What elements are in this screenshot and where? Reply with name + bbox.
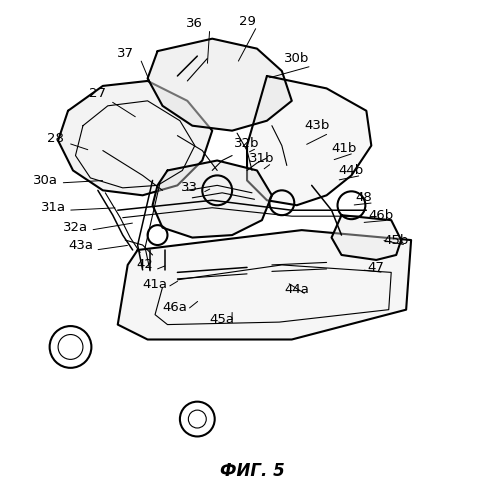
Text: 44b: 44b — [339, 164, 364, 177]
Polygon shape — [247, 76, 371, 205]
Text: 30b: 30b — [284, 52, 309, 65]
Polygon shape — [118, 230, 411, 340]
Text: 37: 37 — [117, 47, 134, 60]
Text: 48: 48 — [355, 192, 372, 204]
Text: 43b: 43b — [304, 119, 329, 132]
Polygon shape — [332, 215, 401, 260]
Text: 28: 28 — [47, 132, 64, 144]
Text: 47: 47 — [368, 261, 385, 274]
Text: 31b: 31b — [249, 152, 275, 164]
Polygon shape — [58, 81, 212, 196]
Text: ФИГ. 5: ФИГ. 5 — [220, 462, 284, 480]
Text: 42: 42 — [137, 258, 154, 272]
Text: 43a: 43a — [68, 238, 93, 252]
Polygon shape — [153, 160, 272, 238]
Text: 45b: 45b — [384, 234, 409, 246]
Text: 27: 27 — [89, 87, 106, 100]
Text: 30a: 30a — [33, 174, 58, 187]
Text: 44a: 44a — [284, 284, 309, 296]
Text: 31a: 31a — [40, 201, 66, 214]
Text: 36: 36 — [186, 18, 203, 30]
Text: 41a: 41a — [143, 278, 167, 291]
Text: 46a: 46a — [162, 300, 187, 314]
Text: 41b: 41b — [331, 142, 357, 154]
Text: 45a: 45a — [210, 313, 235, 326]
Text: 29: 29 — [238, 15, 256, 28]
Text: 46b: 46b — [368, 208, 394, 222]
Text: 32b: 32b — [234, 136, 260, 149]
Polygon shape — [148, 38, 292, 130]
Text: 32a: 32a — [63, 221, 88, 234]
Text: 33: 33 — [181, 182, 199, 194]
